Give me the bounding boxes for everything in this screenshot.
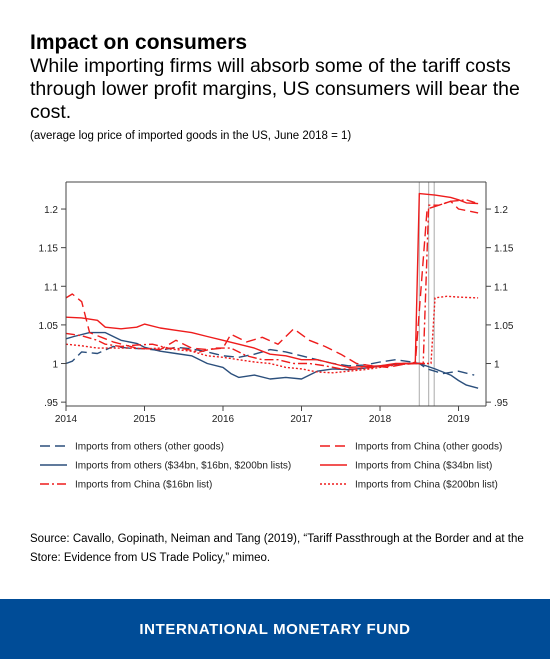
- y-tick-label-right: .95: [494, 398, 508, 409]
- legend-label-1: Imports from others (other goods): [75, 442, 224, 453]
- x-tick-label: 2019: [447, 414, 470, 425]
- y-tick-label-left: 1.05: [39, 321, 59, 332]
- y-tick-label-right: 1.15: [494, 244, 514, 255]
- y-tick-label-right: 1: [494, 360, 500, 371]
- x-tick-label: 2017: [290, 414, 313, 425]
- x-tick-label: 2016: [212, 414, 235, 425]
- series-line-1: [65, 345, 475, 376]
- series-line-6: [65, 295, 479, 374]
- chart-header: Impact on consumers While importing firm…: [30, 32, 530, 143]
- chart-legend: Imports from others (other goods) Imports…: [40, 442, 502, 491]
- y-tick-label-right: 1.05: [494, 321, 514, 332]
- chart-subtitle: While importing firms will absorb some o…: [30, 55, 520, 123]
- y-tick-label-left: .95: [44, 398, 58, 409]
- y-tick-label-right: 1.1: [494, 282, 508, 293]
- org-name: INTERNATIONAL MONETARY FUND: [139, 620, 411, 638]
- line-chart: .95 .95 1 1 1.05 1.05 1.1 1.1 1.15 1.15 1.2 1.2 2014…: [39, 181, 514, 491]
- y-tick-label-right: 1.2: [494, 205, 508, 216]
- legend-label-3: Imports from China (other goods): [355, 442, 502, 453]
- series-line-4: [65, 192, 479, 369]
- legend-label-6: Imports from China ($200bn list): [355, 480, 498, 491]
- x-tick-label: 2018: [369, 414, 392, 425]
- chart-ticks: .95 .95 1 1 1.05 1.05 1.1 1.1 1.15 1.15 1.2 1.2 2014…: [39, 205, 514, 425]
- series-line-2: [65, 331, 479, 389]
- legend-label-5: Imports from China ($16bn list): [75, 480, 212, 491]
- y-tick-label-left: 1: [52, 360, 58, 371]
- legend-label-4: Imports from China ($34bn list): [355, 461, 492, 472]
- chart-axes: [65, 181, 487, 407]
- x-tick-label: 2015: [133, 414, 156, 425]
- series-line-5: [65, 199, 479, 370]
- y-tick-label-left: 1.2: [44, 205, 58, 216]
- footer-banner: INTERNATIONAL MONETARY FUND: [0, 599, 550, 659]
- source-note: Source: Cavallo, Gopinath, Neiman and Ta…: [30, 533, 524, 564]
- chart-title: Impact on consumers: [30, 31, 248, 54]
- y-tick-label-left: 1.15: [39, 244, 59, 255]
- series-lines: [65, 192, 479, 389]
- chart-note: (average log price of imported goods in …: [30, 130, 352, 142]
- legend-label-2: Imports from others ($34bn, $16bn, $200b…: [75, 461, 291, 472]
- x-tick-label: 2014: [55, 414, 78, 425]
- y-tick-label-left: 1.1: [44, 282, 58, 293]
